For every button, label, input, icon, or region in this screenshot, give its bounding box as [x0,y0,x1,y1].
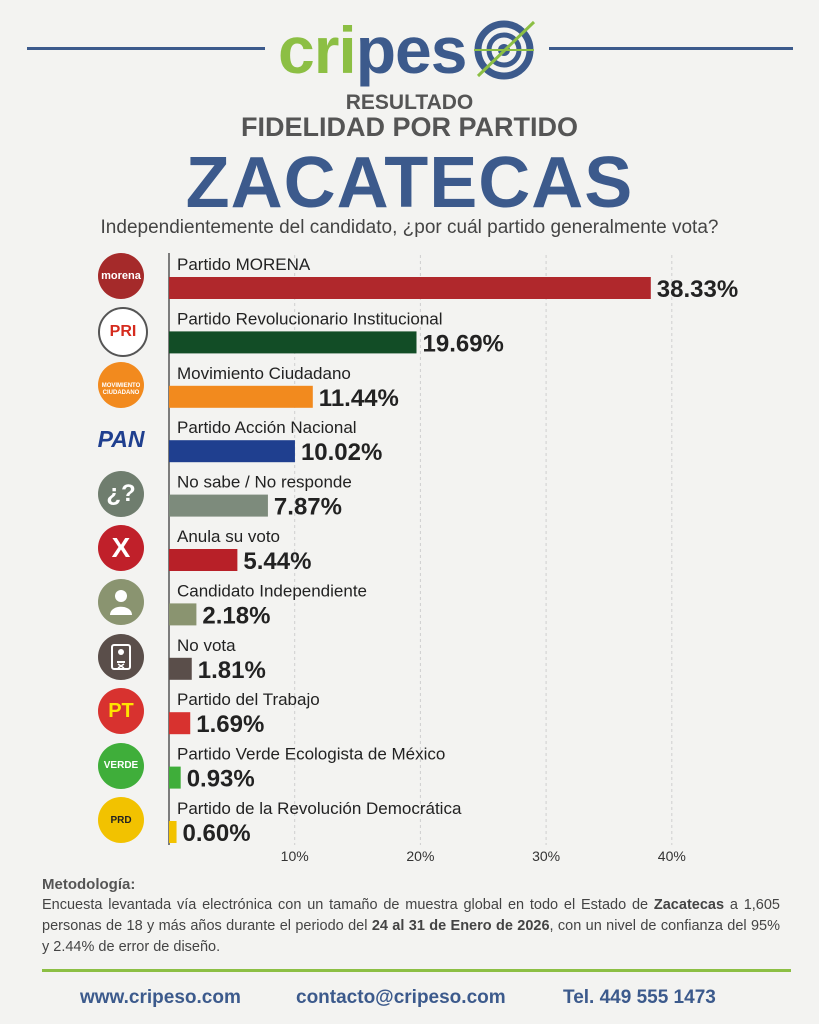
category-label: Partido Revolucionario Institucional [177,309,443,328]
category-label: Movimiento Ciudadano [177,364,351,383]
category-label: No vota [177,636,236,655]
cross-icon: X [98,525,144,571]
header-rule-left [27,47,265,50]
question-icon: ¿? [98,470,144,517]
methodology-text-1: Encuesta levantada vía electrónica con u… [42,897,654,913]
category-label: Anula su voto [177,527,280,546]
bar [169,385,313,408]
website-link[interactable]: www.cripeso.com [80,987,241,1008]
bar [169,331,417,354]
cripeso-logo: cripes o [278,10,523,90]
bar [169,494,268,517]
target-logo-icon [474,20,536,80]
category-label: Partido MORENA [177,255,311,274]
pri-logo-icon: PRI [98,307,148,358]
category-label: No sabe / No responde [177,473,352,492]
x-tick-label: 10% [281,848,309,864]
methodology-text-2: a 1,605 personas de 18 y más años durant… [42,897,780,934]
bar [169,712,191,735]
value-label: 0.60% [183,820,251,847]
category-label: Partido Acción Nacional [177,418,357,437]
phone-number: Tel. 449 555 1473 [563,987,716,1008]
value-label: 2.18% [202,602,270,629]
ballot-icon [98,633,144,680]
bar [169,440,295,463]
email-link[interactable]: contacto@cripeso.com [296,987,506,1008]
logo-text-main: cripes [278,13,467,87]
methodology-bold-state: Zacatecas [653,897,725,913]
header-rule-right [549,47,793,50]
value-label: 0.93% [187,766,255,793]
prd-logo-icon: PRD [98,797,144,843]
bar [169,549,238,571]
methodology-text-3: , con un nivel de confianza del 95% y 2.… [42,918,780,955]
pan-logo-icon: PAN [97,425,145,452]
category-label: Partido del Trabajo [177,690,320,709]
methodology-title: Metodología: [42,876,136,893]
category-label: Partido de la Revolución Democrática [177,799,462,818]
state-title: ZACATECAS [185,143,634,223]
methodology-text: Encuesta levantada vía electrónica con u… [42,895,780,958]
x-tick-label: 20% [406,848,434,864]
value-label: 1.81% [198,657,266,684]
bar [169,277,651,299]
value-label: 19.69% [423,330,504,357]
value-label: 11.44% [319,385,399,412]
methodology-bold-period: 24 al 31 de Enero de 2026 [371,918,550,934]
pt-logo-icon: PT [98,688,144,735]
category-label: Partido Verde Ecologista de México [177,745,445,764]
movimiento-ciudadano-logo-icon: MOVIMIENTO CIUDADANO [98,361,144,408]
bar-chart: 10% 20% 30% 40% Partido MORENA 38.33% Partido … [168,253,738,864]
bar [169,603,197,626]
category-label: Candidato Independiente [177,581,367,600]
verde-logo-icon: VERDE [98,742,144,789]
value-label: 38.33% [657,276,738,303]
footer-rule [42,969,791,972]
value-label: 1.69% [196,711,264,738]
person-icon [98,579,144,626]
value-label: 10.02% [301,439,382,466]
value-label: 5.44% [243,548,311,575]
subtitle-resultado: RESULTADO [345,91,474,114]
bar [169,821,177,843]
survey-question: Independientemente del candidato, ¿por c… [100,217,719,238]
bar [169,657,192,680]
morena-logo-icon: morena [98,253,144,299]
bar [169,766,181,789]
subtitle-fidelidad: FIDELIDAD POR PARTIDO [241,112,578,142]
x-tick-label: 40% [658,848,686,864]
x-tick-label: 30% [532,848,560,864]
value-label: 7.87% [274,494,342,521]
